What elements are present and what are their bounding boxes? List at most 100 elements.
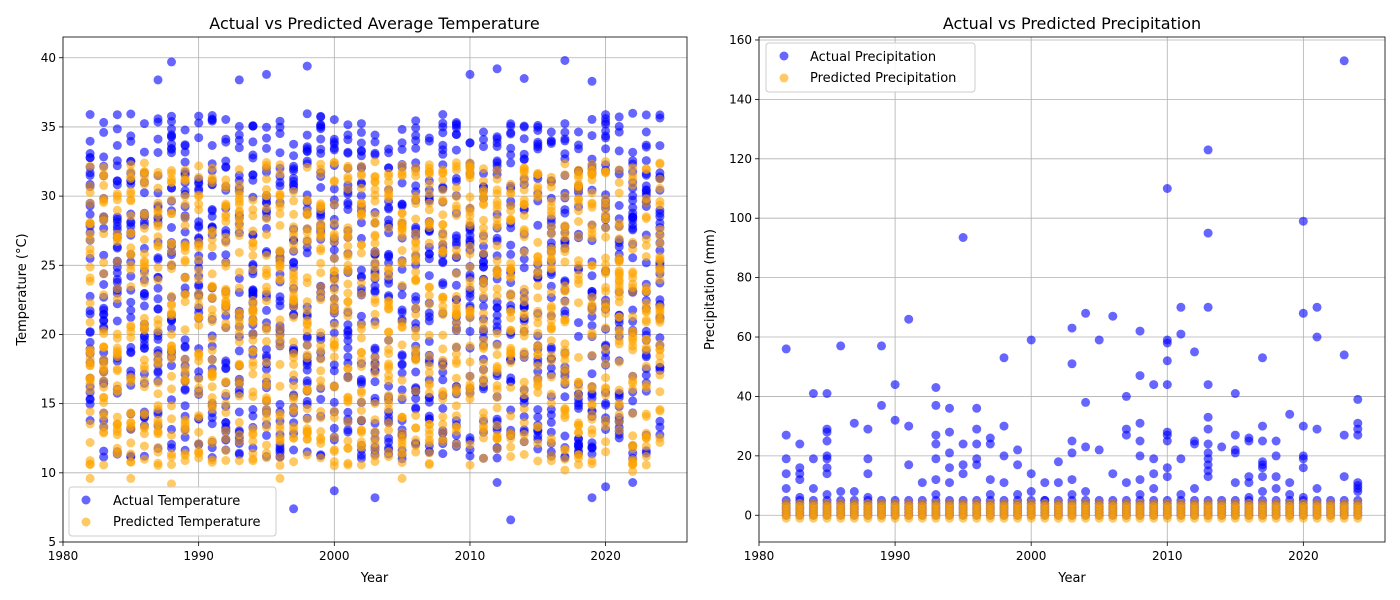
predicted-point [985, 498, 995, 508]
actual-point [262, 133, 271, 143]
predicted-point [411, 332, 421, 342]
predicted-point [451, 401, 461, 411]
actual-point [781, 430, 791, 440]
predicted-point [194, 161, 204, 171]
actual-point [601, 126, 611, 136]
predicted-point [438, 355, 448, 365]
predicted-point [126, 172, 136, 182]
predicted-point [587, 300, 597, 309]
actual-point [1149, 484, 1159, 493]
predicted-point [574, 198, 583, 208]
actual-point [836, 487, 846, 496]
actual-point [85, 399, 95, 409]
predicted-point [275, 260, 285, 270]
predicted-point [614, 325, 624, 335]
predicted-point [85, 473, 95, 483]
y-tick-label: 15 [41, 397, 56, 411]
actual-point [99, 310, 109, 319]
predicted-point [533, 267, 543, 276]
actual-point [262, 364, 271, 374]
predicted-point [194, 312, 204, 322]
predicted-point [248, 436, 258, 446]
predicted-point [397, 257, 407, 267]
actual-point [112, 110, 122, 120]
predicted-point [153, 240, 163, 250]
actual-point [112, 124, 122, 134]
predicted-point [221, 456, 231, 465]
predicted-point [248, 308, 258, 318]
legend-marker-predicted [81, 517, 91, 527]
predicted-point [207, 269, 217, 279]
predicted-point [397, 232, 407, 241]
predicted-point [411, 309, 421, 319]
predicted-point [492, 444, 502, 454]
predicted-point [438, 394, 448, 404]
y-tick-label: 20 [41, 327, 56, 341]
predicted-point [112, 233, 122, 243]
predicted-point [601, 265, 611, 275]
actual-point [1244, 436, 1254, 446]
actual-point [248, 137, 258, 147]
actual-point [370, 286, 380, 296]
predicted-point [356, 320, 366, 330]
actual-point [587, 131, 597, 141]
actual-point [533, 220, 543, 230]
predicted-point [492, 165, 502, 175]
predicted-point [465, 170, 475, 180]
predicted-point [112, 352, 122, 362]
data-points [85, 56, 665, 525]
predicted-point [370, 361, 380, 370]
predicted-point [234, 456, 244, 466]
actual-point [424, 136, 434, 146]
predicted-point [180, 297, 190, 307]
actual-point [153, 134, 163, 144]
predicted-point [289, 279, 299, 289]
predicted-point [139, 421, 149, 431]
actual-point [641, 258, 651, 268]
predicted-point [343, 364, 353, 373]
predicted-point [329, 285, 339, 295]
actual-point [492, 142, 502, 151]
predicted-point [519, 284, 529, 294]
predicted-point [506, 307, 516, 317]
predicted-point [384, 335, 394, 345]
actual-point [1353, 430, 1363, 440]
predicted-point [194, 205, 204, 215]
predicted-point [126, 457, 136, 467]
predicted-point [465, 220, 475, 230]
predicted-point [126, 438, 136, 448]
actual-point [1013, 445, 1023, 455]
actual-point [397, 308, 407, 317]
predicted-point [139, 382, 149, 392]
predicted-point [99, 421, 109, 431]
predicted-point [533, 350, 543, 360]
predicted-point [1353, 498, 1363, 508]
predicted-point [207, 281, 217, 291]
predicted-point [384, 327, 394, 337]
predicted-point [153, 447, 163, 457]
actual-point [85, 306, 95, 316]
predicted-point [275, 334, 285, 344]
predicted-point [465, 460, 475, 470]
predicted-point [519, 210, 529, 220]
predicted-point [655, 406, 665, 416]
actual-point [289, 173, 299, 183]
predicted-point [506, 187, 516, 197]
actual-point [574, 403, 583, 413]
y-axis-label: Temperature (°C) [15, 233, 30, 346]
predicted-point [424, 299, 434, 309]
actual-point [781, 484, 791, 493]
predicted-point [641, 303, 651, 313]
predicted-point [546, 255, 556, 265]
predicted-point [126, 243, 136, 253]
predicted-point [587, 306, 597, 316]
legend: Actual Precipitation Predicted Precipita… [765, 42, 976, 93]
actual-point [356, 218, 366, 228]
actual-point [985, 490, 995, 499]
predicted-point [438, 239, 448, 249]
predicted-point [370, 177, 380, 187]
predicted-point [248, 211, 258, 221]
actual-point [139, 331, 149, 341]
predicted-point [641, 383, 651, 393]
actual-point [655, 208, 665, 218]
